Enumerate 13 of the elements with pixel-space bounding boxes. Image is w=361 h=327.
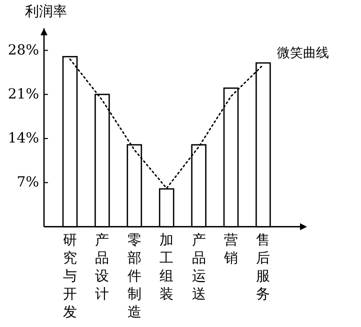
x-tick-label: 营销 (223, 232, 238, 267)
y-tick-label: 28% (8, 42, 39, 58)
x-tick-label: 零部件制造 (127, 232, 142, 321)
x-tick-label: 加工组装 (160, 232, 174, 303)
y-tick-label: 7% (16, 174, 39, 191)
series-label: 微笑曲线 (277, 46, 330, 61)
y-axis-title: 利润率 (25, 4, 67, 20)
y-tick-label: 14% (8, 130, 39, 147)
x-tick-label: 产品运送 (192, 232, 206, 303)
x-tick-label: 产品设计 (95, 232, 110, 303)
y-tick-label: 21% (8, 86, 39, 102)
x-tick-label: 研究与开发 (63, 232, 77, 321)
x-tick-label: 售后服务 (256, 232, 270, 303)
